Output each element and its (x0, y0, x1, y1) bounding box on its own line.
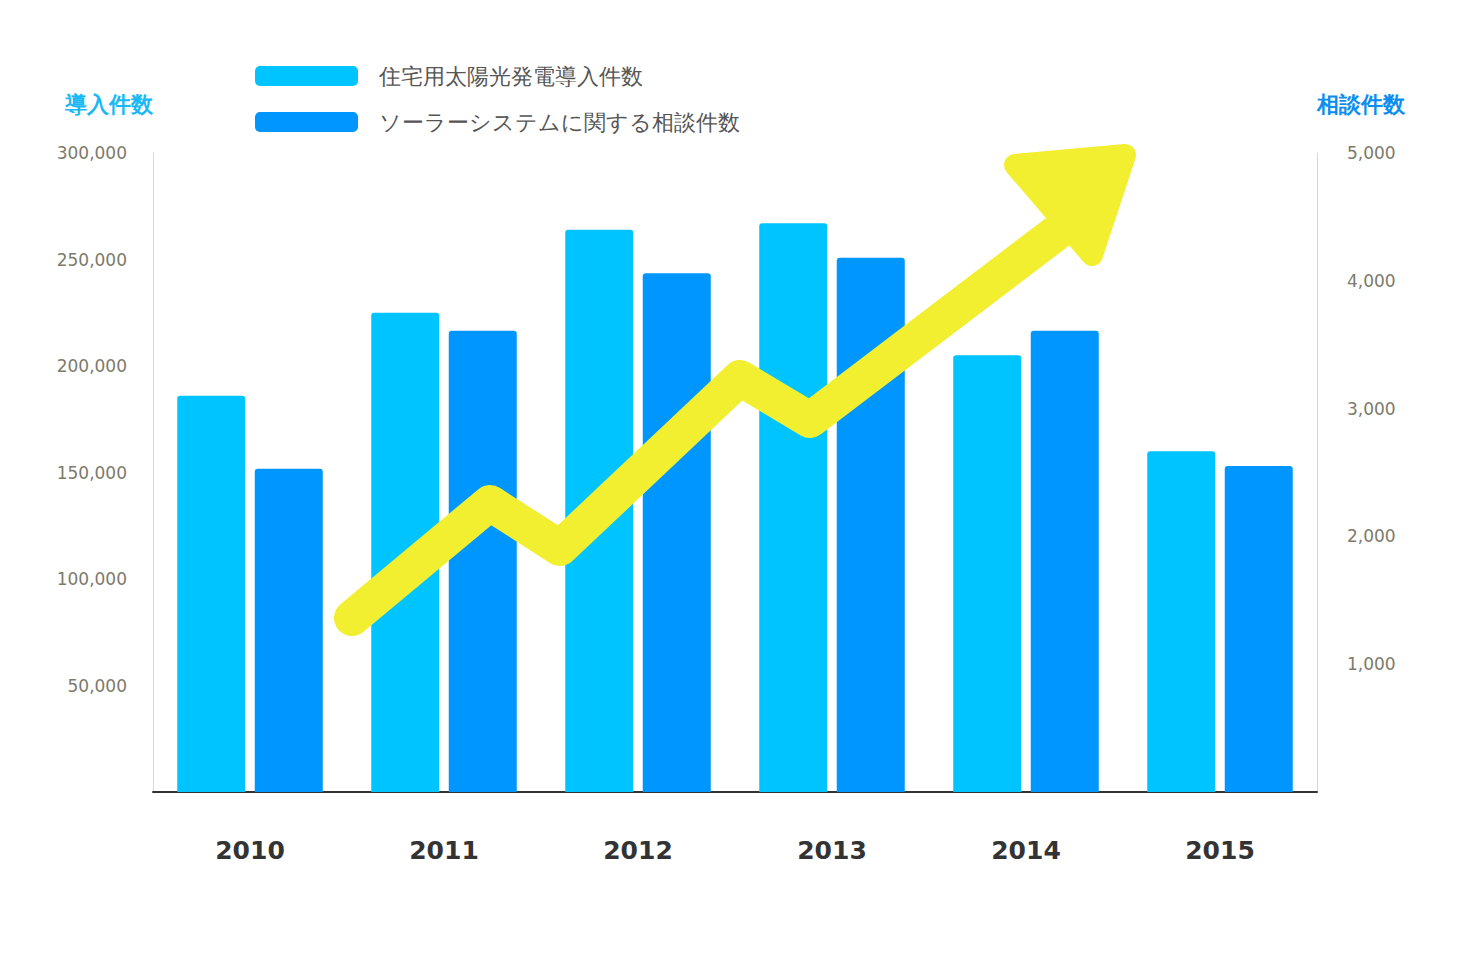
svg-text:2014: 2014 (991, 836, 1061, 865)
svg-text:相談件数: 相談件数 (1316, 92, 1406, 117)
svg-text:導入件数: 導入件数 (64, 92, 154, 117)
svg-text:200,000: 200,000 (57, 356, 127, 376)
svg-text:3,000: 3,000 (1347, 399, 1396, 419)
svg-text:住宅用太陽光発電導入件数: 住宅用太陽光発電導入件数 (378, 64, 643, 89)
svg-text:5,000: 5,000 (1347, 143, 1396, 163)
svg-text:100,000: 100,000 (57, 569, 127, 589)
svg-text:4,000: 4,000 (1347, 271, 1396, 291)
svg-text:300,000: 300,000 (57, 143, 127, 163)
svg-text:150,000: 150,000 (57, 463, 127, 483)
svg-text:2,000: 2,000 (1347, 526, 1396, 546)
svg-text:ソーラーシステムに関する相談件数: ソーラーシステムに関する相談件数 (379, 110, 740, 135)
svg-text:2013: 2013 (797, 836, 867, 865)
svg-text:1,000: 1,000 (1347, 654, 1396, 674)
svg-text:2010: 2010 (215, 836, 285, 865)
svg-text:2012: 2012 (603, 836, 673, 865)
svg-text:50,000: 50,000 (68, 676, 127, 696)
svg-text:2015: 2015 (1185, 836, 1255, 865)
svg-text:250,000: 250,000 (57, 250, 127, 270)
svg-text:2011: 2011 (409, 836, 479, 865)
